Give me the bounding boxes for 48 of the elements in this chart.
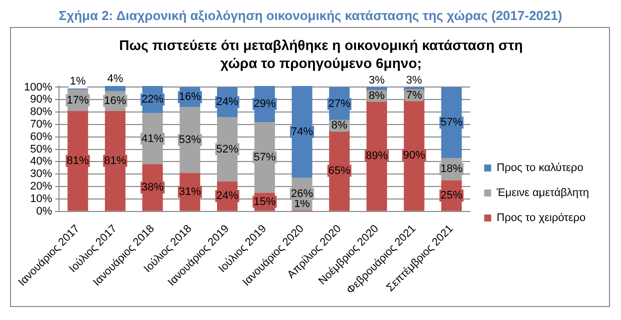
- y-tick-label: 100%: [24, 81, 52, 94]
- data-label: 65%: [328, 164, 351, 177]
- data-label: 15%: [254, 196, 276, 208]
- y-tick-label: 20%: [30, 180, 52, 193]
- y-tick-label: 70%: [30, 118, 52, 130]
- data-label: 74%: [291, 126, 314, 138]
- data-label: 41%: [142, 132, 164, 145]
- data-label: 26%: [291, 188, 314, 200]
- legend-label: Προς το καλύτερο: [496, 162, 584, 174]
- data-label: 24%: [216, 190, 239, 202]
- y-tick-label: 90%: [30, 94, 52, 106]
- data-label: 25%: [440, 190, 463, 202]
- data-label: 31%: [178, 186, 202, 198]
- data-label: 81%: [104, 154, 126, 167]
- data-label: 8%: [331, 120, 348, 132]
- data-label: 81%: [66, 154, 90, 167]
- y-tick-label: 40%: [30, 156, 52, 168]
- data-label: 24%: [216, 96, 239, 108]
- data-label: 57%: [440, 116, 463, 129]
- y-tick-label: 0%: [36, 205, 52, 218]
- data-label: 90%: [403, 149, 426, 162]
- legend-label: Έμεινε αμετάβλητη: [496, 187, 590, 200]
- y-tick-label: 30%: [30, 168, 52, 180]
- y-tick-label: 60%: [30, 130, 52, 143]
- data-label: 3%: [368, 74, 385, 86]
- chart-title: Σχήμα 2: Διαχρονική αξιολόγηση οικονομικής κατάστασης της χώρας (2017-2021): [58, 8, 564, 23]
- data-label: 89%: [366, 150, 388, 162]
- data-label: 18%: [440, 163, 463, 176]
- data-label: 16%: [104, 94, 126, 107]
- data-label: 27%: [328, 98, 351, 110]
- data-label: 1%: [70, 76, 86, 88]
- data-label: 4%: [107, 73, 124, 86]
- data-label: 38%: [142, 182, 164, 194]
- y-tick-label: 80%: [30, 106, 52, 118]
- data-label: 16%: [178, 91, 202, 104]
- data-label: 29%: [254, 98, 276, 110]
- data-label: 52%: [216, 143, 239, 156]
- data-label: 17%: [66, 94, 90, 106]
- data-label: 22%: [142, 94, 164, 106]
- data-label: 57%: [254, 151, 276, 164]
- data-label: 8%: [368, 90, 385, 102]
- legend-label: Προς το χειρότερο: [496, 212, 586, 224]
- data-label: 7%: [406, 89, 422, 102]
- data-label: 3%: [406, 74, 422, 86]
- data-label: 53%: [178, 134, 202, 146]
- y-tick-label: 10%: [30, 192, 52, 205]
- chart-subtitle: Πως πιστεύετε ότι μεταβλήθηκε η οικονομική κατάσταση στη χώρα το προηγούμενο 6μηνο;: [118, 36, 524, 72]
- y-tick-label: 50%: [30, 143, 52, 156]
